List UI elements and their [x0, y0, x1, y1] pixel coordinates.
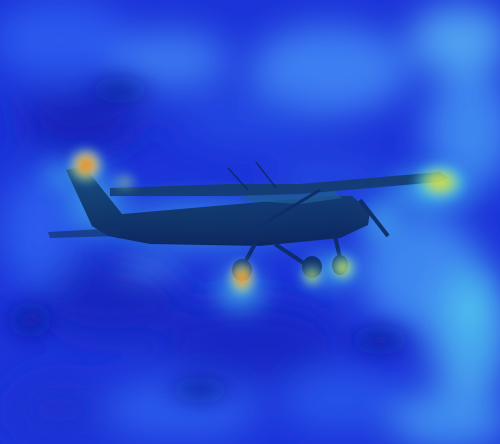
propeller [358, 198, 390, 238]
main-wheel-hotspot [228, 260, 256, 296]
antenna-front [227, 167, 249, 191]
tail-root-glow [113, 174, 137, 190]
nose-wheel-hotspot [329, 254, 357, 282]
tail-tip-hotspot [68, 147, 104, 183]
wing-strut [249, 188, 321, 234]
stabilizer [48, 228, 120, 238]
antenna-rear [255, 161, 277, 189]
hotspots [68, 147, 468, 296]
nose-gear-leg [333, 235, 342, 259]
wing-tip-hotspot [412, 162, 468, 202]
mid-gear-leg [273, 242, 307, 266]
fuselage [66, 166, 370, 246]
mid-wheel-hotspot [300, 264, 324, 288]
wing [110, 172, 448, 196]
dark-patches [0, 72, 420, 408]
